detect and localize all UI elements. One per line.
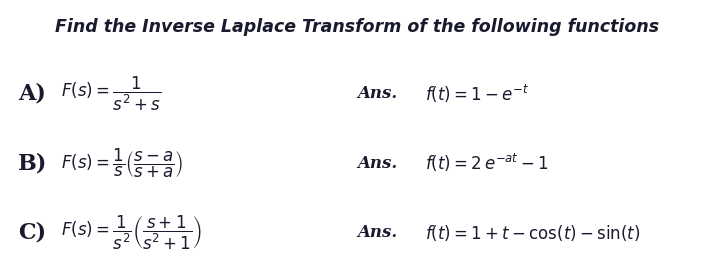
Text: Ans.: Ans. <box>358 85 398 102</box>
Text: $f(t) = 2\,e^{-at} - 1$: $f(t) = 2\,e^{-at} - 1$ <box>425 152 549 174</box>
Text: $f(t) = 1 - e^{-t}$: $f(t) = 1 - e^{-t}$ <box>425 83 530 105</box>
Text: $F(s) = \dfrac{1}{s^2}\left(\dfrac{s+1}{s^2+1}\right)$: $F(s) = \dfrac{1}{s^2}\left(\dfrac{s+1}{… <box>61 214 202 252</box>
Text: B): B) <box>18 152 47 174</box>
Text: $f(t) = 1 + t - \cos(t) - \sin(t)$: $f(t) = 1 + t - \cos(t) - \sin(t)$ <box>425 222 641 243</box>
Text: C): C) <box>18 222 46 243</box>
Text: A): A) <box>18 83 46 105</box>
Text: Ans.: Ans. <box>358 155 398 172</box>
Text: $F(s) = \dfrac{1}{s^2 + s}$: $F(s) = \dfrac{1}{s^2 + s}$ <box>61 75 161 113</box>
Text: Find the Inverse Laplace Transform of the following functions: Find the Inverse Laplace Transform of th… <box>56 18 659 36</box>
Text: Ans.: Ans. <box>358 224 398 241</box>
Text: $F(s) = \dfrac{1}{s}\left(\dfrac{s-a}{s+a}\right)$: $F(s) = \dfrac{1}{s}\left(\dfrac{s-a}{s+… <box>61 147 183 180</box>
